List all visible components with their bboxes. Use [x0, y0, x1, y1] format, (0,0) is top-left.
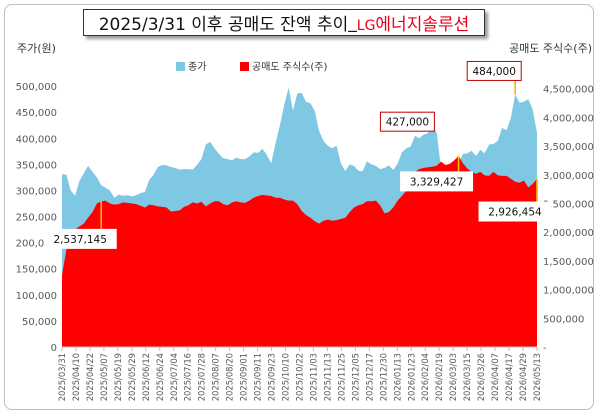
- x-axis-tick-label: 2025/09/23: [267, 353, 277, 401]
- x-axis-tick-label: 2025/08/07: [211, 353, 221, 401]
- x-axis-tick-label: 2026/05/13: [532, 353, 542, 401]
- legend-label: 종가: [188, 61, 206, 73]
- left-axis-tick-label: 250,000: [16, 213, 57, 224]
- right-axis-tick-label: 2,000,000: [543, 228, 594, 239]
- legend-swatch: [240, 62, 249, 71]
- x-axis-tick-label: 2026/02/04: [420, 353, 430, 401]
- left-axis-tick-label: 500,000: [16, 82, 57, 93]
- left-axis-tick-label: 300,000: [16, 186, 57, 197]
- annotation-label: 427,000: [386, 117, 429, 129]
- chart-title-main: 2025/3/31 이후 공매도 잔액 추이: [98, 15, 349, 35]
- x-axis-tick-label: 2025/12/05: [350, 353, 360, 401]
- left-axis-tick-label: 150,000: [16, 265, 57, 276]
- x-axis-tick-label: 2025/08/20: [225, 353, 235, 401]
- x-axis-tick-label: 2026/02/19: [434, 353, 444, 401]
- right-axis-tick-label: -: [543, 343, 547, 354]
- annotation-label: 484,000: [473, 66, 516, 78]
- x-axis-tick-label: 2025/11/13: [322, 353, 332, 401]
- annotation-box: [478, 201, 552, 222]
- annotation-box: [43, 228, 117, 249]
- x-axis-tick-label: 2025/05/07: [99, 353, 109, 401]
- x-axis-tick-label: 2025/07/28: [197, 353, 207, 401]
- short-shares-area-series: [62, 155, 537, 347]
- x-axis-tick-label: 2025/05/19: [113, 353, 123, 401]
- x-axis-tick-label: 2025/04/22: [85, 353, 95, 401]
- x-axis-tick-label: 2025/09/11: [253, 353, 263, 401]
- chart-title-company-rest: 에너지솔루션: [375, 15, 470, 35]
- axes-group: 0 50,000 100,000 150,000 200,000 250,000 300,0…: [16, 82, 594, 401]
- x-axis-tick-label: 2025/06/12: [141, 353, 151, 401]
- right-axis-label: 공매도 주식수(주): [509, 42, 592, 55]
- right-axis-tick-label: 1,500,000: [543, 257, 594, 268]
- legend-swatch: [176, 62, 185, 71]
- x-axis-tick-label: 2026/03/03: [448, 353, 458, 401]
- chart-title-company-latin: LG: [356, 18, 376, 34]
- right-axis-tick-label: 1,000,000: [543, 286, 594, 297]
- annotation-label: 3,329,427: [410, 176, 463, 188]
- x-axis-tick-label: 2026/04/29: [518, 353, 528, 401]
- left-axis-tick-label: 400,000: [16, 134, 57, 145]
- x-axis-tick-label: 2025/12/30: [378, 353, 388, 401]
- x-axis-tick-label: 2025/07/16: [183, 353, 193, 401]
- x-axis-tick-label: 2025/11/25: [336, 353, 346, 401]
- annotation-label: 2,926,454: [488, 207, 542, 219]
- x-axis-tick-label: 2025/06/24: [155, 353, 165, 401]
- x-axis-tick-label: 2026/04/07: [490, 353, 500, 401]
- legend-label: 공매도 주식수(주): [252, 61, 327, 73]
- x-axis-tick-label: 2025/10/10: [281, 353, 291, 401]
- x-axis-tick-label: 2026/04/17: [504, 353, 514, 401]
- x-axis-tick-label: 2025/03/31: [57, 353, 67, 401]
- right-axis-tick-label: 3,000,000: [543, 171, 594, 182]
- right-axis-tick-label: 2,500,000: [543, 200, 594, 211]
- left-axis-tick-label: 100,000: [16, 291, 57, 302]
- chart-title: 2025/3/31 이후 공매도 잔액 추이 _ LG에너지솔루션: [83, 9, 485, 36]
- x-axis-tick-label: 2025/04/10: [71, 353, 81, 401]
- x-axis-tick-label: 2026/03/15: [462, 353, 472, 401]
- right-axis-tick-label: 500,000: [543, 314, 584, 325]
- left-axis-tick-label: 200,000: [16, 239, 57, 250]
- left-axis-tick-label: 0: [51, 343, 57, 354]
- x-axis-tick-label: 2025/05/29: [127, 353, 137, 401]
- x-axis-tick-label: 2025/10/22: [295, 353, 305, 401]
- left-axis-label: 주가(원): [17, 42, 56, 55]
- annotation-box: [400, 171, 474, 192]
- x-axis-tick-label: 2026/01/23: [406, 353, 416, 401]
- annotations: 427,000 484,000 2,537,145 3,329,427 2,926,45…: [43, 60, 552, 249]
- annotation-box: [466, 60, 522, 81]
- x-axis-tick-label: 2025/11/03: [308, 353, 318, 401]
- x-axis-tick-label: 2026/03/26: [476, 353, 486, 401]
- plot-areas: [62, 87, 537, 347]
- x-axis-tick-label: 2025/07/04: [169, 353, 179, 401]
- right-axis-tick-label: 3,500,000: [543, 142, 594, 153]
- x-axis-tick-label: 2026/01/13: [392, 353, 402, 401]
- chart-title-company: LG에너지솔루션: [357, 10, 470, 35]
- left-axis-tick-label: 450,000: [16, 108, 57, 119]
- right-axis-tick-label: 4,000,000: [543, 113, 594, 124]
- x-axis-tick-label: 2025/09/01: [239, 353, 249, 401]
- legend: 종가 공매도 주식수(주): [176, 61, 327, 73]
- chart-title-underscore: _: [348, 12, 357, 33]
- right-axis-tick-label: 4,500,000: [543, 85, 594, 96]
- left-axis-tick-label: 350,000: [16, 160, 57, 171]
- left-axis-tick-label: 50,000: [22, 317, 57, 328]
- x-axis-tick-label: 2025/12/17: [364, 353, 374, 401]
- annotation-label: 2,537,145: [53, 234, 106, 246]
- annotation-box: [379, 111, 435, 132]
